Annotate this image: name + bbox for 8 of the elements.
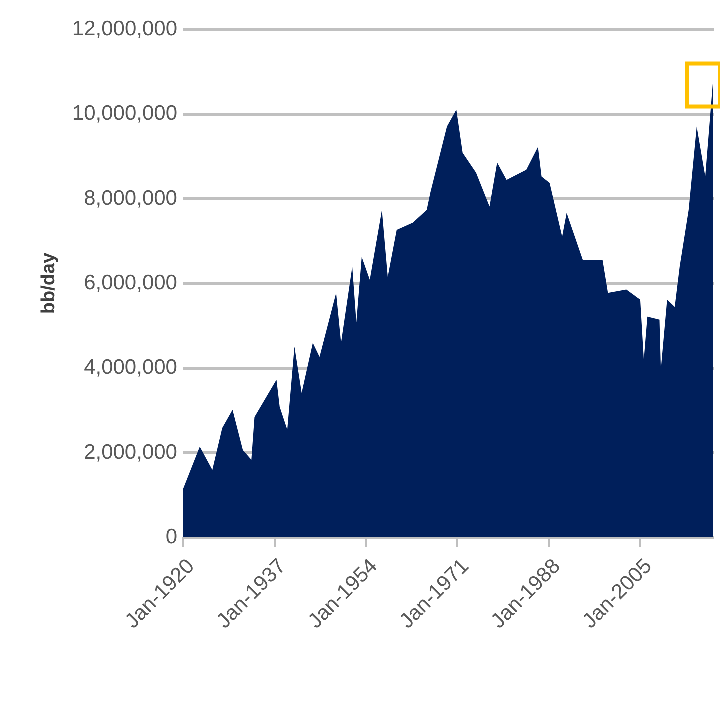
y-tick-label: 0 — [166, 526, 178, 548]
y-tick-label: 8,000,000 — [84, 186, 178, 210]
y-tick-label: 6,000,000 — [84, 272, 178, 294]
y-tick-label: 2,000,000 — [84, 440, 178, 464]
y-tick-label: 4,000,000 — [84, 356, 178, 380]
y-tick-label: 10,000,000 — [72, 102, 178, 126]
y-axis-title: bb/day — [38, 252, 60, 314]
y-tick-label: 12,000,000 — [72, 18, 178, 40]
